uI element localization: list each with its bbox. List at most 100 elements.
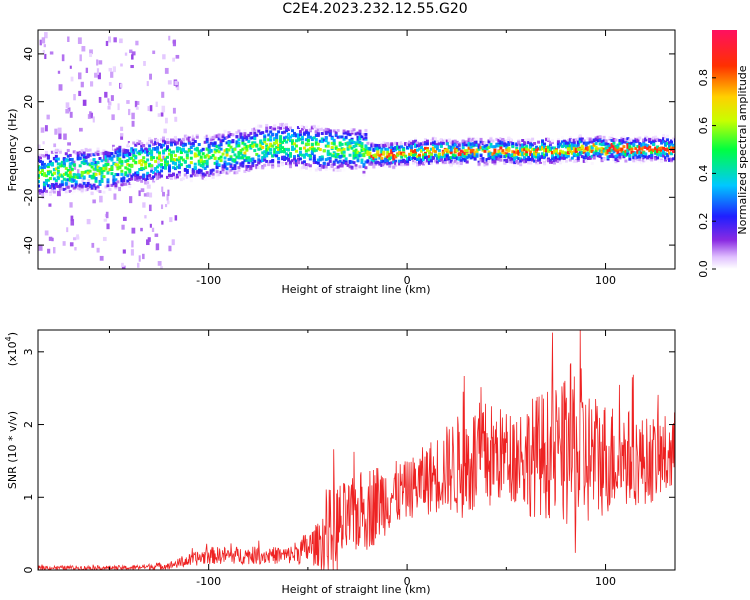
heatmap-cell: [443, 148, 447, 152]
heatmap-cell: [215, 135, 219, 139]
heatmap-cell: [138, 177, 142, 181]
heatmap-cell: [205, 164, 209, 168]
heatmap-cell: [69, 65, 72, 69]
heatmap-cell: [396, 162, 400, 166]
heatmap-cell: [658, 150, 662, 154]
heatmap-cell: [576, 139, 580, 143]
heatmap-cell: [199, 176, 203, 180]
heatmap-cell: [122, 149, 126, 153]
heatmap-cell: [429, 153, 433, 157]
heatmap-cell: [560, 136, 564, 140]
heatmap-cell: [574, 144, 578, 148]
heatmap-cell: [46, 114, 50, 120]
heatmap-cell: [523, 156, 527, 160]
heatmap-cell: [636, 144, 640, 148]
heatmap-cell: [259, 139, 263, 143]
heatmap-cell: [88, 184, 92, 188]
heatmap-cell: [461, 143, 465, 147]
heatmap-cell: [449, 156, 453, 160]
heatmap-cell: [134, 177, 138, 181]
heatmap-cell: [654, 135, 658, 139]
heatmap-cell: [370, 160, 374, 164]
heatmap-cell: [294, 149, 298, 153]
heatmap-cell: [340, 162, 344, 166]
heatmap-cell: [628, 138, 632, 142]
heatmap-cell: [499, 144, 503, 148]
heatmap-cell: [588, 138, 592, 142]
heatmap-cell: [658, 148, 662, 152]
heatmap-cell: [550, 146, 554, 150]
heatmap-cell: [156, 156, 160, 160]
heatmap-cell: [203, 155, 207, 159]
heatmap-cell: [130, 149, 134, 153]
heatmap-cell: [169, 156, 173, 160]
heatmap-cell: [662, 136, 666, 140]
heatmap-cell: [662, 154, 666, 158]
heatmap-cell: [134, 148, 138, 152]
heatmap-cell: [60, 174, 64, 178]
heatmap-cell: [235, 131, 239, 135]
heatmap-cell: [146, 192, 150, 197]
heatmap-cell: [193, 154, 197, 158]
heatmap-cell: [142, 143, 146, 147]
heatmap-cell: [582, 148, 586, 152]
heatmap-cell: [122, 155, 126, 159]
heatmap-cell: [342, 154, 346, 158]
heatmap-cell: [54, 128, 58, 135]
heatmap-cell: [63, 133, 67, 140]
heatmap-cell: [106, 171, 110, 175]
heatmap-cell: [620, 150, 624, 154]
heatmap-cell: [493, 162, 497, 166]
heatmap-cell: [626, 150, 630, 154]
heatmap-cell: [40, 162, 44, 166]
heatmap-cell: [96, 160, 100, 164]
heatmap-cell: [130, 64, 134, 69]
heatmap-cell: [221, 168, 225, 172]
heatmap-cell: [106, 158, 110, 165]
heatmap-cell: [447, 138, 451, 142]
heatmap-cell: [513, 158, 517, 162]
heatmap-cell: [277, 126, 281, 130]
heatmap-cell: [626, 145, 630, 149]
heatmap-cell: [306, 148, 310, 152]
heatmap-cell: [312, 154, 316, 158]
heatmap-cell: [166, 200, 170, 205]
heatmap-cell: [255, 133, 259, 137]
heatmap-cell: [463, 155, 467, 159]
heatmap-cell: [314, 168, 318, 172]
heatmap-cell: [235, 135, 239, 139]
heatmap-cell: [483, 149, 487, 153]
heatmap-cell: [48, 177, 52, 181]
heatmap-cell: [465, 160, 469, 164]
heatmap-cell: [531, 147, 535, 151]
heatmap-cell: [481, 140, 485, 144]
heatmap-cell: [285, 140, 289, 144]
snr-frame: [37, 329, 676, 571]
heatmap-cell: [543, 143, 547, 147]
heatmap-cell: [336, 135, 340, 139]
heatmap-cell: [414, 153, 418, 157]
heatmap-cell: [157, 261, 162, 266]
heatmap-cell: [435, 144, 439, 148]
heatmap-cell: [378, 162, 382, 166]
heatmap-cell: [572, 143, 576, 147]
heatmap-cell: [193, 147, 197, 151]
heatmap-cell: [165, 155, 169, 159]
heatmap-cell: [207, 150, 211, 154]
heatmap-cell: [527, 158, 531, 162]
heatmap-cell: [281, 146, 285, 150]
heatmap-cell: [308, 153, 312, 157]
heatmap-cell: [86, 148, 90, 152]
heatmap-cell: [668, 147, 672, 151]
heatmap-cell: [175, 54, 180, 59]
heatmap-cell: [541, 141, 545, 145]
heatmap-cell: [52, 177, 56, 181]
heatmap-cell: [342, 137, 346, 141]
heatmap-cell: [574, 159, 578, 163]
heatmap-cell: [517, 150, 521, 154]
heatmap-cell: [241, 136, 245, 140]
heatmap-cell: [394, 155, 398, 159]
heatmap-cell: [362, 154, 366, 158]
heatmap-cell: [138, 255, 141, 262]
heatmap-cell: [368, 147, 372, 151]
